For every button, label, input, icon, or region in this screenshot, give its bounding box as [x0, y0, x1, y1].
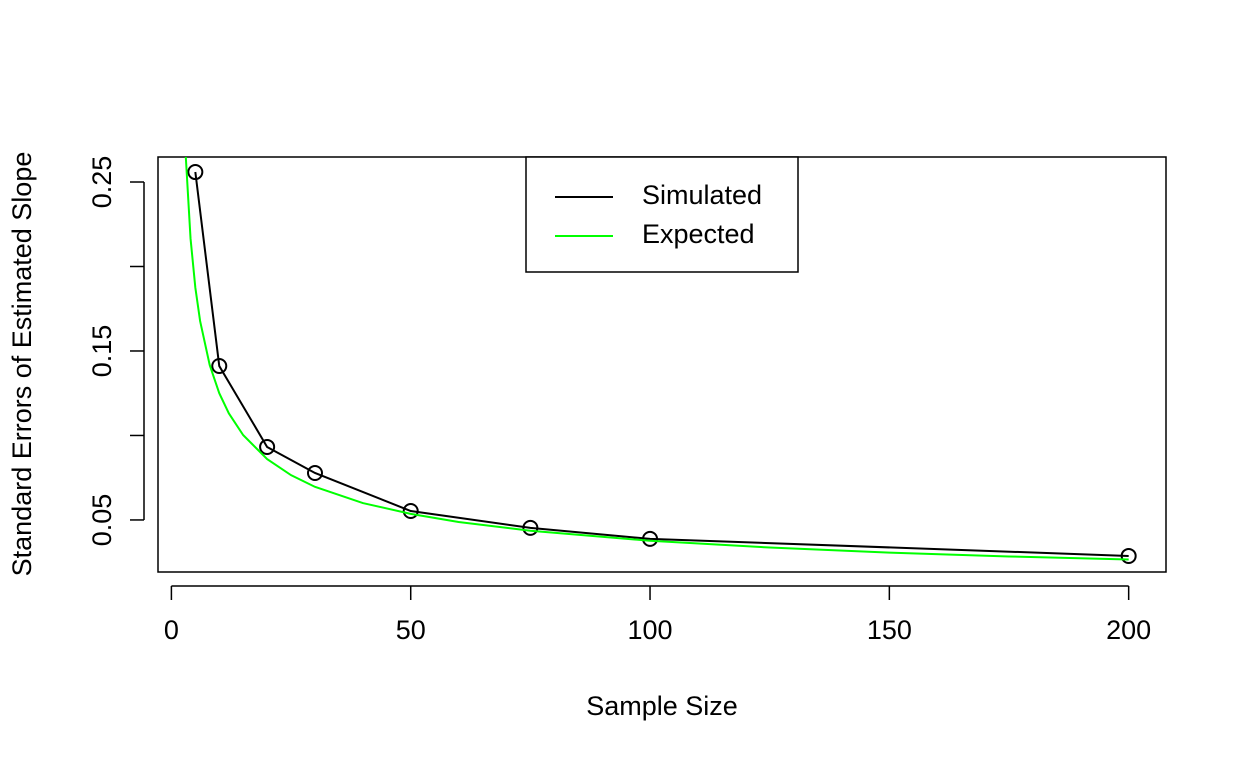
x-tick-label: 0	[164, 615, 179, 645]
y-tick-label: 0.25	[87, 156, 117, 209]
y-axis-label: Standard Errors of Estimated Slope	[7, 152, 37, 577]
data-point	[306, 464, 323, 481]
data-point	[259, 438, 276, 455]
data-point	[187, 164, 204, 181]
data-point	[642, 530, 659, 547]
data-point	[1120, 547, 1137, 564]
x-axis-label: Sample Size	[586, 691, 738, 721]
legend-label: Expected	[642, 219, 755, 249]
data-point	[211, 358, 228, 375]
series-line	[184, 157, 1129, 561]
legend-box	[525, 156, 799, 273]
x-tick-label: 200	[1106, 615, 1151, 645]
x-tick-label: 150	[867, 615, 912, 645]
data-point	[522, 519, 539, 536]
x-tick-label: 50	[396, 615, 426, 645]
x-tick-label: 100	[628, 615, 673, 645]
plot-area	[184, 157, 1137, 564]
y-tick-label: 0.15	[87, 325, 117, 378]
series-line	[194, 171, 1129, 557]
legend-label: Simulated	[642, 180, 762, 210]
data-point	[402, 503, 419, 520]
y-tick-label: 0.05	[87, 494, 117, 547]
